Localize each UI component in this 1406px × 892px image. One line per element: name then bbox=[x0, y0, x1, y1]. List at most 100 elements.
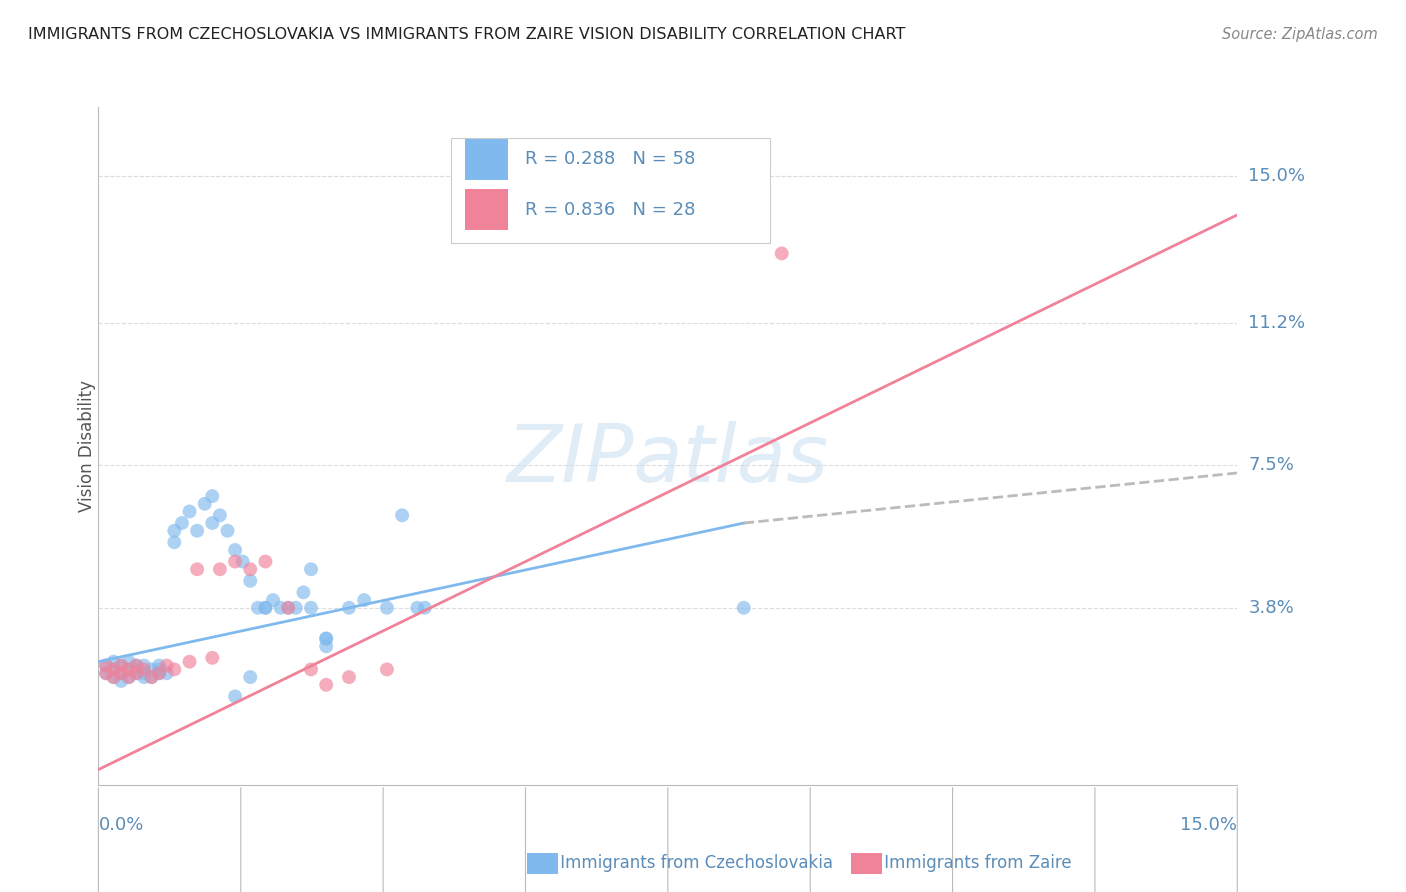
Point bbox=[125, 662, 148, 676]
Point bbox=[110, 673, 132, 688]
Text: 0.0%: 0.0% bbox=[98, 815, 143, 833]
Point bbox=[125, 658, 148, 673]
Point bbox=[103, 670, 125, 684]
Point bbox=[141, 670, 163, 684]
Point bbox=[148, 662, 170, 676]
Point bbox=[232, 555, 254, 569]
Point bbox=[315, 640, 337, 654]
Point bbox=[156, 658, 179, 673]
Point bbox=[284, 600, 307, 615]
Point bbox=[413, 600, 436, 615]
Point bbox=[94, 658, 117, 673]
Point bbox=[277, 600, 299, 615]
Point bbox=[299, 600, 322, 615]
Point bbox=[239, 562, 262, 576]
Text: 15.0%: 15.0% bbox=[1180, 815, 1237, 833]
Point bbox=[148, 666, 170, 681]
Point bbox=[163, 524, 186, 538]
Point bbox=[179, 655, 201, 669]
Point bbox=[224, 555, 246, 569]
Point bbox=[201, 489, 224, 503]
Point bbox=[148, 658, 170, 673]
Point bbox=[110, 658, 132, 673]
Point bbox=[337, 670, 360, 684]
Point bbox=[125, 666, 148, 681]
Point bbox=[315, 678, 337, 692]
Point bbox=[103, 670, 125, 684]
Point bbox=[132, 666, 155, 681]
Point bbox=[299, 562, 322, 576]
Point bbox=[118, 662, 141, 676]
Text: ZIPatlas: ZIPatlas bbox=[506, 420, 830, 499]
Text: R = 0.836   N = 28: R = 0.836 N = 28 bbox=[526, 201, 696, 219]
Point bbox=[141, 670, 163, 684]
Point bbox=[132, 662, 155, 676]
Text: Immigrants from Zaire: Immigrants from Zaire bbox=[858, 855, 1071, 872]
Point bbox=[156, 666, 179, 681]
Point bbox=[224, 543, 246, 558]
Point bbox=[132, 658, 155, 673]
Point bbox=[262, 593, 284, 607]
Point bbox=[315, 632, 337, 646]
Point bbox=[201, 651, 224, 665]
Point bbox=[103, 655, 125, 669]
Bar bbox=[465, 139, 509, 179]
Point bbox=[733, 600, 755, 615]
Point bbox=[292, 585, 315, 599]
Text: 15.0%: 15.0% bbox=[1249, 168, 1305, 186]
Point bbox=[254, 600, 277, 615]
Text: 11.2%: 11.2% bbox=[1249, 314, 1306, 332]
Point bbox=[194, 497, 217, 511]
Point bbox=[375, 600, 398, 615]
Point bbox=[224, 690, 246, 704]
Text: 3.8%: 3.8% bbox=[1249, 599, 1294, 616]
Point bbox=[148, 666, 170, 681]
Point bbox=[239, 574, 262, 588]
Point bbox=[118, 670, 141, 684]
Point bbox=[186, 524, 208, 538]
Point bbox=[103, 662, 125, 676]
Point bbox=[208, 508, 231, 523]
Point bbox=[118, 670, 141, 684]
Bar bbox=[465, 189, 509, 230]
Point bbox=[270, 600, 292, 615]
Point bbox=[299, 662, 322, 676]
Point bbox=[94, 666, 117, 681]
Point bbox=[110, 666, 132, 681]
Text: IMMIGRANTS FROM CZECHOSLOVAKIA VS IMMIGRANTS FROM ZAIRE VISION DISABILITY CORREL: IMMIGRANTS FROM CZECHOSLOVAKIA VS IMMIGR… bbox=[28, 27, 905, 42]
Point bbox=[391, 508, 413, 523]
Point bbox=[118, 662, 141, 676]
Point bbox=[110, 658, 132, 673]
Point bbox=[337, 600, 360, 615]
Point bbox=[179, 504, 201, 518]
Point bbox=[103, 662, 125, 676]
Point bbox=[132, 670, 155, 684]
Point bbox=[125, 666, 148, 681]
FancyBboxPatch shape bbox=[451, 137, 770, 243]
Point bbox=[186, 562, 208, 576]
Point bbox=[125, 658, 148, 673]
Point bbox=[406, 600, 429, 615]
Point bbox=[163, 662, 186, 676]
Point bbox=[217, 524, 239, 538]
Point bbox=[163, 535, 186, 549]
Point bbox=[277, 600, 299, 615]
Y-axis label: Vision Disability: Vision Disability bbox=[79, 380, 96, 512]
Point bbox=[770, 246, 793, 260]
Point bbox=[94, 658, 117, 673]
Point bbox=[254, 600, 277, 615]
Point bbox=[353, 593, 375, 607]
Point bbox=[315, 632, 337, 646]
Point bbox=[118, 655, 141, 669]
Text: 7.5%: 7.5% bbox=[1249, 457, 1295, 475]
Point bbox=[375, 662, 398, 676]
Point bbox=[254, 555, 277, 569]
Point bbox=[110, 666, 132, 681]
Text: R = 0.288   N = 58: R = 0.288 N = 58 bbox=[526, 150, 696, 169]
Text: Source: ZipAtlas.com: Source: ZipAtlas.com bbox=[1222, 27, 1378, 42]
Point bbox=[94, 666, 117, 681]
Point bbox=[170, 516, 193, 530]
Point bbox=[141, 662, 163, 676]
Text: Immigrants from Czechoslovakia: Immigrants from Czechoslovakia bbox=[534, 855, 834, 872]
Point bbox=[239, 670, 262, 684]
